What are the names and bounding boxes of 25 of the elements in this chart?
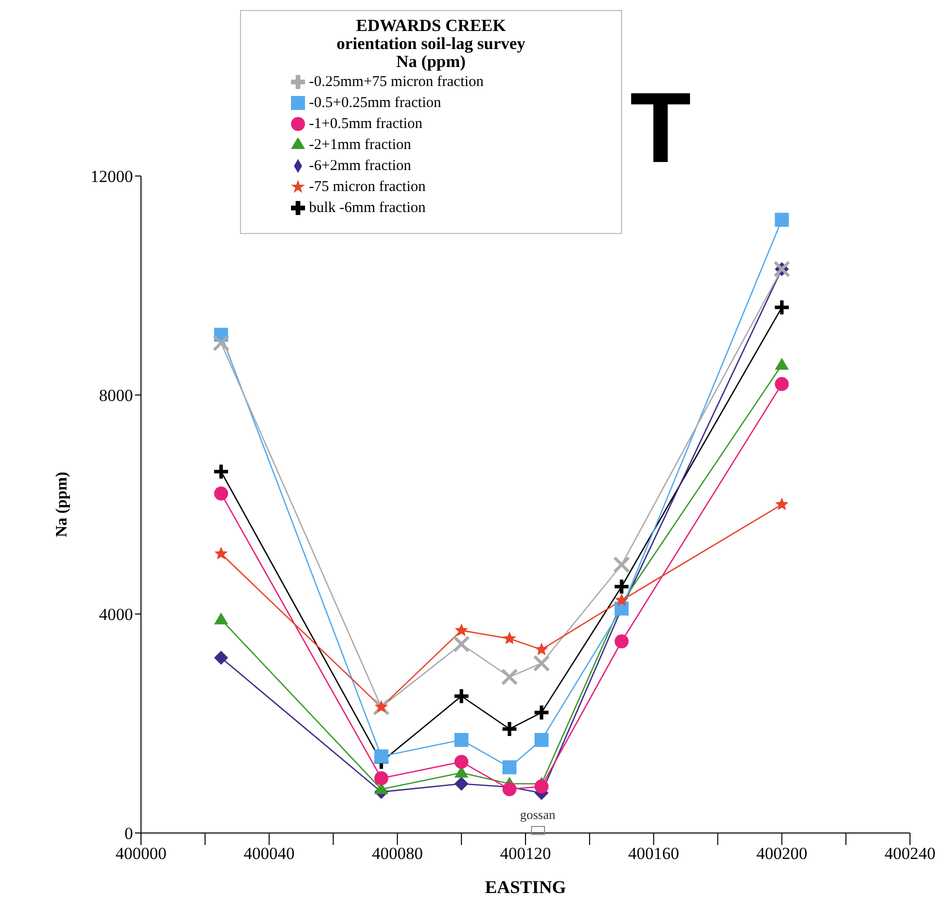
x-tick-label: 400080 — [372, 844, 423, 864]
x-tick-label: 400240 — [884, 844, 936, 864]
x-tick-label: 400200 — [756, 844, 808, 864]
y-tick-label: 12000 — [90, 167, 133, 186]
x-tick-label: 400120 — [500, 844, 551, 864]
x-tick-label: 400000 — [116, 844, 166, 864]
legend-title: Na (ppm) — [395, 52, 466, 71]
y-axis-title: Na (ppm) — [54, 472, 71, 538]
x-axis-title: EASTING — [484, 877, 566, 897]
legend-label: bulk -6mm fraction — [309, 199, 427, 218]
legend-label: -1+0.5mm fraction — [309, 115, 424, 134]
chart-subtitle: orientation soil-lag survey — [336, 34, 526, 53]
annotation: T — [630, 72, 692, 184]
legend-label: -75 micron fraction — [309, 178, 427, 197]
annotation: gossan — [520, 807, 556, 822]
y-tick-label: 4000 — [99, 605, 133, 624]
y-tick-label: 0 — [124, 824, 133, 844]
legend-label: -0.5+0.25mm fraction — [309, 94, 442, 113]
chart-title: EDWARDS CREEK — [355, 16, 507, 35]
x-tick-label: 400160 — [628, 844, 680, 864]
legend-label: -2+1mm fraction — [309, 136, 412, 155]
y-tick-label: 8000 — [99, 386, 133, 406]
legend-label: -0.25mm+75 micron fraction — [309, 73, 485, 92]
legend-label: -6+2mm fraction — [309, 157, 412, 176]
x-tick-label: 400040 — [244, 844, 295, 864]
